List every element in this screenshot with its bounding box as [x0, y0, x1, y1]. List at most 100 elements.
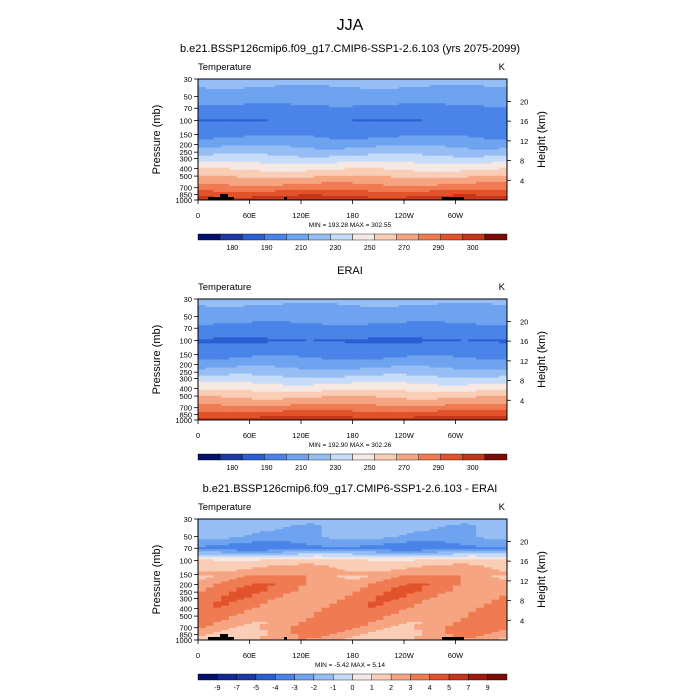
field-cell — [228, 173, 238, 177]
field-cell — [329, 105, 338, 108]
field-cell — [360, 311, 369, 314]
field-cell — [414, 393, 423, 397]
field-cell — [483, 337, 493, 340]
field-cell — [337, 93, 346, 96]
field-cell — [329, 377, 338, 381]
field-cell — [282, 387, 292, 391]
field-cell — [205, 127, 215, 131]
field-cell — [252, 181, 261, 185]
field-cell — [282, 103, 292, 106]
field-cell — [398, 373, 408, 377]
field-cell — [221, 107, 230, 110]
field-cell — [236, 89, 245, 92]
field-cell — [298, 105, 307, 108]
field-cell — [244, 305, 253, 308]
colorbar-swatch — [330, 233, 353, 241]
field-cell — [205, 109, 215, 112]
field-cell — [321, 315, 330, 318]
field-cell — [476, 197, 485, 200]
field-cell — [499, 385, 507, 389]
field-cell — [252, 189, 261, 193]
field-cell — [398, 337, 408, 340]
field-cell — [452, 409, 462, 413]
field-cell — [406, 395, 415, 399]
field-cell — [290, 185, 300, 189]
field-cell — [352, 83, 361, 86]
field-cell — [367, 151, 377, 155]
field-cell — [468, 111, 477, 114]
field-cell — [344, 177, 354, 181]
field-cell — [352, 103, 361, 106]
field-cell — [360, 183, 369, 187]
field-cell — [491, 317, 500, 320]
field-cell — [198, 353, 207, 357]
field-cell — [391, 105, 400, 108]
field-cell — [429, 315, 439, 318]
field-cell — [344, 413, 354, 417]
field-cell — [344, 127, 354, 131]
field-cell — [352, 373, 361, 377]
field-cell — [360, 401, 369, 405]
field-cell — [367, 335, 377, 338]
field-cell — [360, 187, 369, 191]
field-cell — [198, 139, 207, 143]
field-cell — [499, 305, 507, 308]
field-cell — [437, 153, 446, 157]
field-cell — [267, 121, 276, 124]
field-cell — [483, 299, 493, 302]
field-cell — [329, 99, 338, 102]
field-cell — [375, 337, 384, 340]
field-cell — [275, 139, 284, 143]
field-cell — [259, 397, 269, 401]
field-cell — [391, 317, 400, 320]
field-cell — [244, 91, 253, 94]
field-cell — [483, 91, 493, 94]
field-cell — [406, 197, 415, 200]
field-cell — [414, 389, 423, 393]
field-cell — [198, 305, 207, 308]
field-cell — [337, 337, 346, 340]
field-cell — [298, 85, 307, 88]
field-cell — [282, 139, 292, 143]
field-cell — [306, 147, 315, 151]
field-cell — [329, 161, 338, 165]
field-cell — [306, 125, 315, 128]
field-cell — [445, 159, 454, 163]
field-cell — [275, 83, 284, 86]
field-cell — [290, 129, 300, 133]
field-cell — [344, 81, 354, 84]
field-cell — [228, 349, 238, 353]
field-cell — [267, 417, 276, 420]
field-cell — [406, 347, 415, 351]
field-cell — [398, 357, 408, 361]
field-cell — [429, 309, 439, 312]
field-cell — [313, 83, 323, 86]
field-cell — [213, 131, 222, 135]
field-cell — [422, 409, 431, 413]
field-cell — [298, 87, 307, 90]
field-cell — [282, 319, 292, 322]
field-cell — [452, 383, 462, 387]
field-cell — [275, 123, 284, 126]
field-cell — [383, 383, 392, 387]
field-cell — [282, 141, 292, 145]
field-cell — [445, 299, 454, 302]
field-cell — [360, 109, 369, 112]
field-cell — [306, 325, 315, 328]
field-cell — [406, 145, 415, 149]
field-cell — [460, 339, 469, 342]
field-cell — [205, 321, 215, 324]
field-cell — [391, 411, 400, 415]
field-cell — [228, 347, 238, 351]
field-cell — [252, 371, 261, 375]
field-cell — [468, 319, 477, 322]
field-cell — [398, 179, 408, 183]
field-cell — [306, 131, 315, 135]
field-cell — [375, 345, 384, 348]
field-cell — [437, 397, 446, 401]
field-cell — [344, 383, 354, 387]
field-cell — [483, 341, 493, 344]
field-cell — [491, 357, 500, 361]
field-cell — [275, 127, 284, 131]
field-cell — [445, 161, 454, 165]
